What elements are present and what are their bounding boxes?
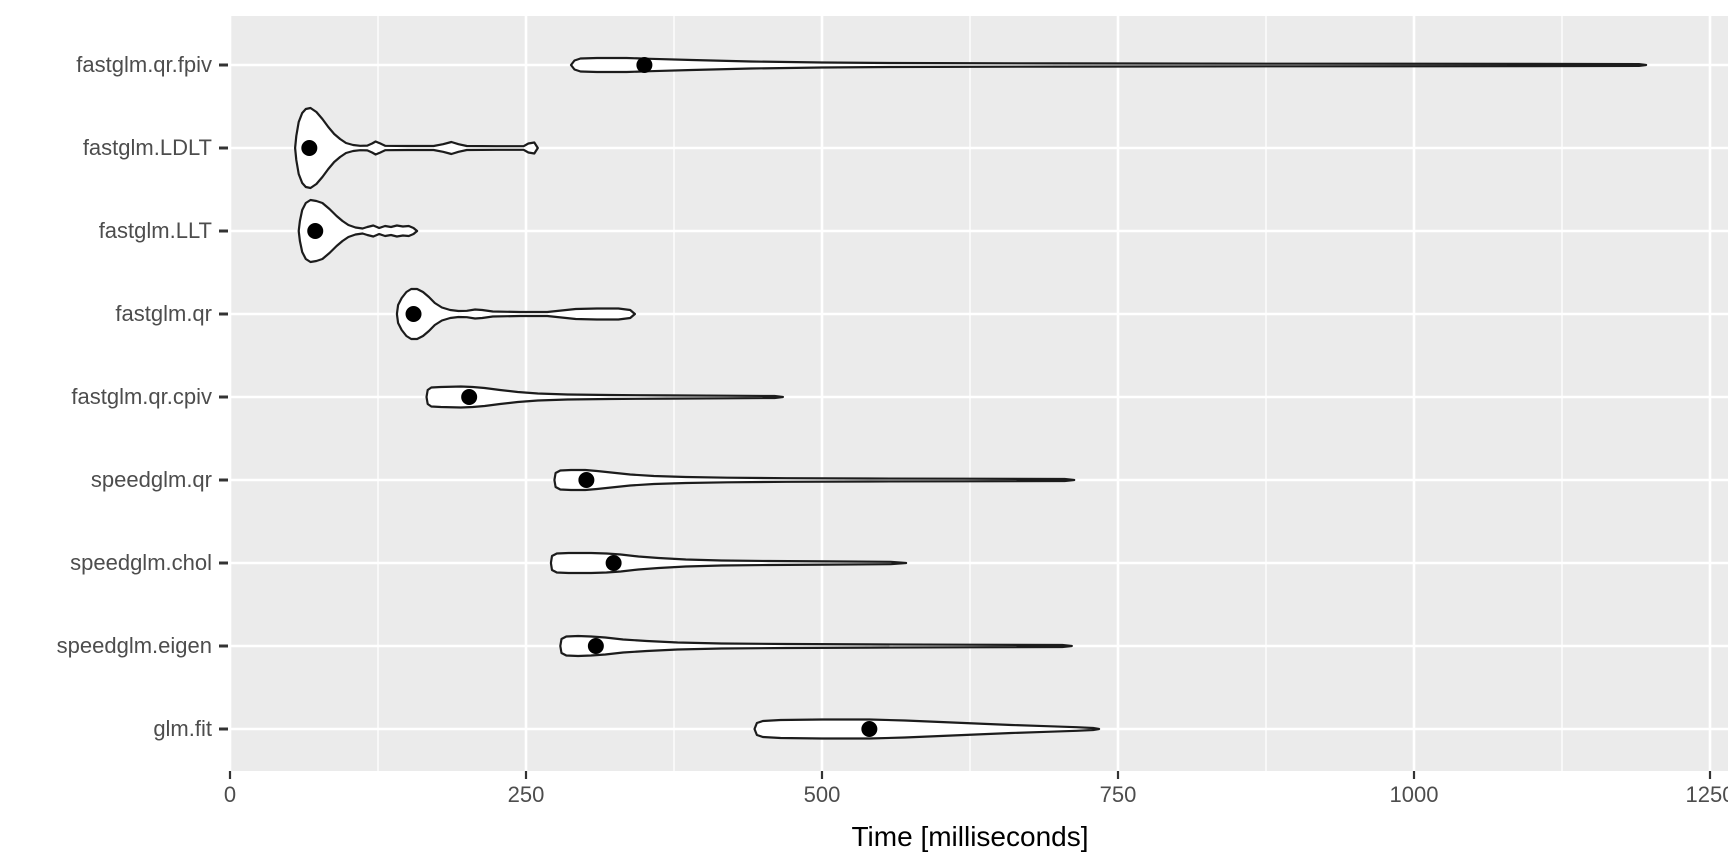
- x-tick-label: 1250: [1685, 782, 1728, 807]
- y-axis-label: speedglm.chol: [70, 550, 212, 575]
- mean-point-speedglm.eigen: [587, 638, 604, 654]
- x-tick-label: 1000: [1389, 782, 1439, 807]
- violin-glm.fit: [753, 718, 1101, 740]
- y-axis-label: fastglm.LLT: [98, 218, 212, 243]
- y-axis-label: speedglm.eigen: [56, 633, 212, 658]
- mean-point-speedglm.chol: [605, 555, 622, 571]
- mean-point-fastglm.qr.cpiv: [461, 389, 478, 405]
- x-tick-label: 250: [507, 782, 545, 807]
- x-tick-label: 0: [223, 782, 237, 807]
- mean-point-fastglm.qr.fpiv: [636, 57, 653, 73]
- y-axis-label: fastglm.qr: [115, 301, 212, 326]
- mean-point-fastglm.qr: [405, 306, 422, 322]
- x-tick-label: 750: [1099, 782, 1137, 807]
- violin-speedglm.chol: [549, 551, 908, 575]
- mean-point-glm.fit: [861, 721, 878, 737]
- y-axis-label: fastglm.qr.cpiv: [71, 384, 212, 409]
- mean-point-fastglm.LLT: [307, 223, 324, 239]
- violin-fastglm.LDLT: [294, 106, 539, 190]
- y-axis-label: speedglm.qr: [90, 467, 212, 492]
- mean-point-fastglm.LDLT: [301, 140, 318, 156]
- mean-point-speedglm.qr: [578, 472, 595, 488]
- y-axis-label: glm.fit: [153, 716, 212, 741]
- y-axis-label: fastglm.qr.fpiv: [76, 52, 212, 77]
- x-tick-label: 500: [803, 782, 841, 807]
- x-axis-title: Time [milliseconds]: [851, 821, 1089, 852]
- violin-speedglm.eigen: [559, 634, 1073, 658]
- violin-speedglm.qr: [553, 468, 1076, 492]
- violin-fastglm.qr: [395, 287, 636, 341]
- violin-fastglm.qr.cpiv: [425, 385, 784, 409]
- y-axis-label: fastglm.LDLT: [82, 135, 212, 160]
- violin-fastglm.LLT: [297, 198, 419, 264]
